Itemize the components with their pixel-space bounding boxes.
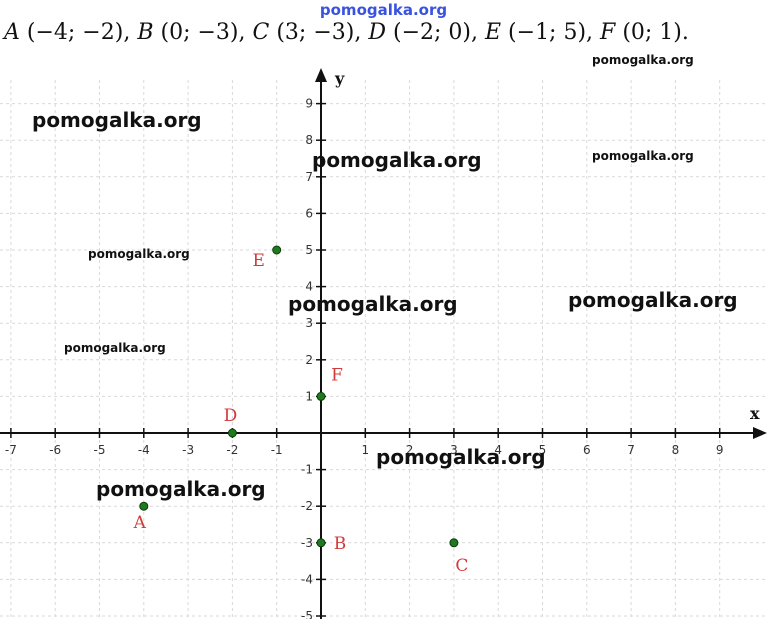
x-tick-label: -2 [226,443,238,457]
watermark: pomogalka.org [568,288,738,312]
x-tick-label: 4 [494,443,502,457]
y-tick-label: -4 [301,572,313,586]
point-def-f: F (0; 1). [600,20,689,45]
y-tick-label: 6 [305,206,313,220]
point-label-b: B [334,534,347,554]
x-tick-label: -3 [182,443,194,457]
x-axis-arrow [753,427,767,439]
site-watermark-top: pomogalka.org [319,1,448,19]
x-tick-label: -4 [138,443,150,457]
watermark: pomogalka.org [96,477,266,501]
point-b [316,538,326,548]
x-axis-label: x [750,404,760,423]
point-c [449,538,459,548]
watermark: pomogalka.org [32,108,202,132]
point-label-a: A [133,513,147,533]
y-axis-arrow [315,68,327,82]
point-f [316,391,326,401]
x-tick-label: 1 [361,443,369,457]
points-definition-line: A (−4; −2), B (0; −3), C (3; −3), D (−2;… [4,20,764,45]
point-label-f: F [331,365,343,385]
y-tick-label: 4 [305,280,313,294]
watermark: pomogalka.org [376,445,546,469]
y-tick-label: -1 [301,463,313,477]
grid [0,80,767,619]
point-a [139,501,149,511]
x-tick-label: 2 [406,443,414,457]
point-label-d: D [224,406,238,426]
watermark: pomogalka.org [592,53,694,67]
y-axis-label: y [334,69,345,88]
point-label-c: C [455,556,468,576]
y-tick-label: -2 [301,499,313,513]
y-tick-label: 3 [305,316,313,330]
point-label-e: E [252,251,264,271]
point-e [272,245,282,255]
point-def-e: E (−1; 5), [484,20,594,45]
y-tick-label: 7 [305,170,313,184]
x-tick-label: -7 [5,443,17,457]
watermark: pomogalka.org [592,149,694,163]
y-tick-label: 2 [305,353,313,367]
y-tick-label: -3 [301,536,313,550]
x-tick-label: -6 [49,443,61,457]
watermark: pomogalka.org [88,247,190,261]
x-tick-label: 8 [672,443,680,457]
point-d [227,428,237,438]
watermark: pomogalka.org [288,292,458,316]
point-def-d: D (−2; 0), [368,20,478,45]
watermark: pomogalka.org [64,341,166,355]
x-tick-label: 9 [716,443,724,457]
point-def-c: C (3; −3), [252,20,362,45]
x-tick-label: -1 [271,443,283,457]
x-tick-label: 3 [450,443,458,457]
x-tick-label: 7 [627,443,635,457]
x-tick-label: 6 [583,443,591,457]
watermark: pomogalka.org [312,148,482,172]
point-def-b: B (0; −3), [137,20,246,45]
x-tick-label: 5 [539,443,547,457]
y-tick-label: 8 [305,133,313,147]
y-tick-label: 9 [305,97,313,111]
y-tick-label: 5 [305,243,313,257]
point-def-a: A (−4; −2), [4,20,131,45]
y-tick-label: -5 [301,609,313,619]
y-tick-label: 1 [305,389,313,403]
x-tick-label: -5 [94,443,106,457]
